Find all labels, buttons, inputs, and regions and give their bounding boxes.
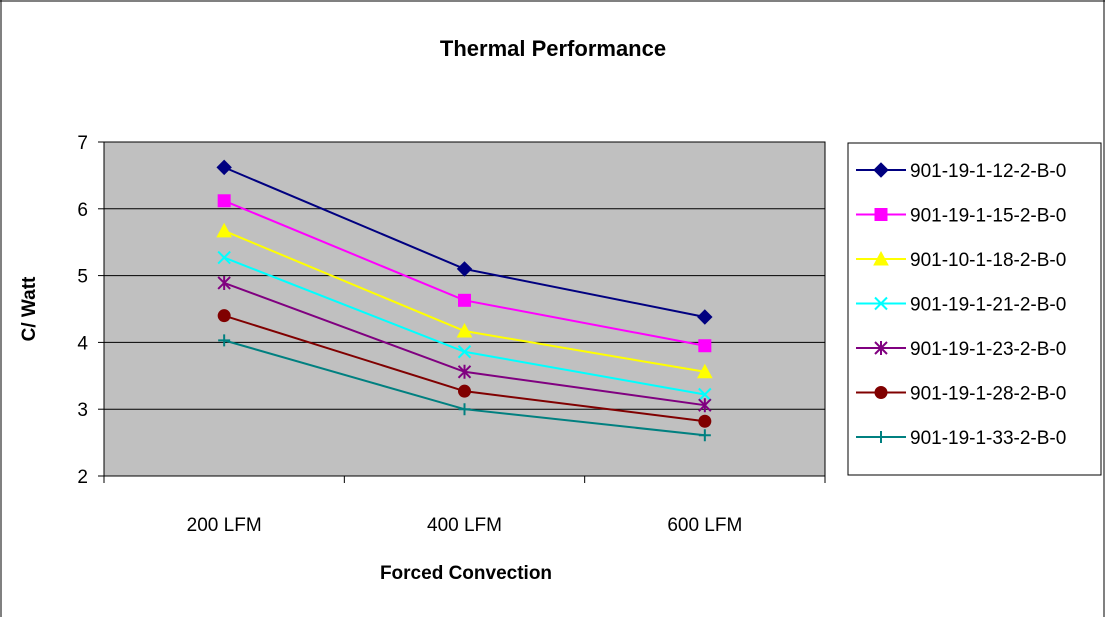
series-7 xyxy=(218,334,711,442)
y-tick-label-2: 2 xyxy=(77,467,88,488)
legend-marker-5 xyxy=(874,341,888,355)
y-tick-label-4: 4 xyxy=(77,333,88,354)
legend-entry-5: 901-19-1-23-2-B-0 xyxy=(856,339,1066,360)
legend-entry-1: 901-19-1-12-2-B-0 xyxy=(856,161,1066,182)
legend-label-6: 901-19-1-28-2-B-0 xyxy=(910,384,1066,405)
legend-label-4: 901-19-1-21-2-B-0 xyxy=(910,295,1066,316)
series-2 xyxy=(217,194,712,353)
data-point-2-2 xyxy=(458,293,471,307)
series-6 xyxy=(217,309,712,428)
y-axis: 2 3 4 5 6 7 xyxy=(77,133,105,488)
data-point-5-1 xyxy=(217,275,231,290)
data-point-6-2 xyxy=(458,384,471,398)
data-point-7-1 xyxy=(218,334,231,347)
series-group xyxy=(216,159,713,442)
legend-marker-6 xyxy=(874,386,888,399)
data-point-2-3 xyxy=(698,339,712,353)
legend-marker-1 xyxy=(873,162,889,178)
x-axis: 200 LFM 400 LFM 600 LFM xyxy=(103,475,826,536)
legend-box xyxy=(847,142,1102,476)
x-tick-label-0: 200 LFM xyxy=(187,515,262,536)
data-point-4-1 xyxy=(217,250,231,265)
data-point-5-3 xyxy=(698,398,712,413)
legend: 901-19-1-12-2-B-0 901-19-1-15-2-B-0 901-10… xyxy=(856,161,1066,449)
x-axis-label: Forced Convection xyxy=(380,563,552,584)
legend-label-3: 901-10-1-18-2-B-0 xyxy=(910,250,1066,271)
y-tick-label-7: 7 xyxy=(77,133,88,154)
legend-entry-2: 901-19-1-15-2-B-0 xyxy=(856,206,1066,227)
series-5 xyxy=(217,275,712,413)
legend-entry-4: 901-19-1-21-2-B-0 xyxy=(856,295,1066,316)
plot-area xyxy=(103,141,826,477)
chart-title: Thermal Performance xyxy=(440,36,666,61)
y-tick-label-5: 5 xyxy=(77,267,88,288)
data-point-3-2 xyxy=(456,322,473,338)
data-point-1-2 xyxy=(456,261,473,277)
y-tick-label-3: 3 xyxy=(77,400,88,421)
series-4 xyxy=(217,250,712,402)
data-point-2-1 xyxy=(217,194,231,208)
series-3 xyxy=(216,222,713,379)
legend-marker-2 xyxy=(874,208,888,221)
legend-label-5: 901-19-1-23-2-B-0 xyxy=(910,339,1066,360)
data-point-6-3 xyxy=(698,414,712,428)
data-point-3-1 xyxy=(216,222,233,238)
data-point-1-1 xyxy=(216,159,232,176)
legend-label-1: 901-19-1-12-2-B-0 xyxy=(910,161,1066,182)
legend-label-7: 901-19-1-33-2-B-0 xyxy=(910,428,1066,449)
data-point-1-3 xyxy=(697,309,713,325)
series-1 xyxy=(216,159,713,325)
data-point-3-3 xyxy=(696,363,713,379)
legend-entry-7: 901-19-1-33-2-B-0 xyxy=(856,428,1066,449)
y-tick-label-6: 6 xyxy=(77,200,88,221)
legend-entry-6: 901-19-1-28-2-B-0 xyxy=(856,384,1066,405)
x-tick-label-2: 600 LFM xyxy=(667,515,742,536)
legend-marker-7 xyxy=(875,431,887,443)
legend-marker-4 xyxy=(874,296,888,311)
data-point-4-2 xyxy=(457,345,472,359)
data-point-5-2 xyxy=(457,364,472,379)
data-point-6-1 xyxy=(217,309,231,323)
x-tick-label-1: 400 LFM xyxy=(427,515,502,536)
legend-label-2: 901-19-1-15-2-B-0 xyxy=(910,206,1066,227)
data-point-7-3 xyxy=(698,429,711,442)
y-axis-label: C/ Watt xyxy=(19,276,40,341)
legend-marker-3 xyxy=(873,250,889,266)
legend-entry-3: 901-10-1-18-2-B-0 xyxy=(856,250,1066,271)
data-point-7-2 xyxy=(458,403,471,416)
data-point-4-3 xyxy=(698,387,712,402)
